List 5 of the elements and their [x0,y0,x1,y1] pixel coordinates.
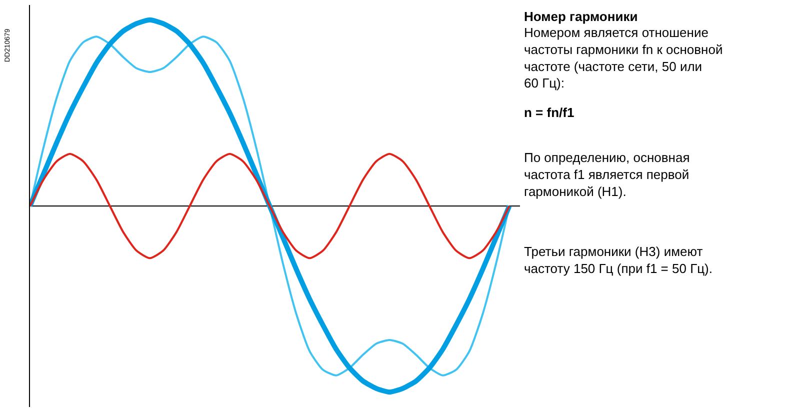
text: Третьи гармоники (H3) имеют частоту 150 Гц (при f1 = 50 Гц). [524,244,712,276]
text: n = fn/f1 [524,105,574,120]
text: По определению, основная частота f1 является первой гармоникой (H1). [524,150,690,199]
text: Номером является отношение частоты гармоники fn к основной частоте (частоте сети, 50 или 60 Гц): [524,25,723,91]
text: Номер гармоники [524,9,638,24]
